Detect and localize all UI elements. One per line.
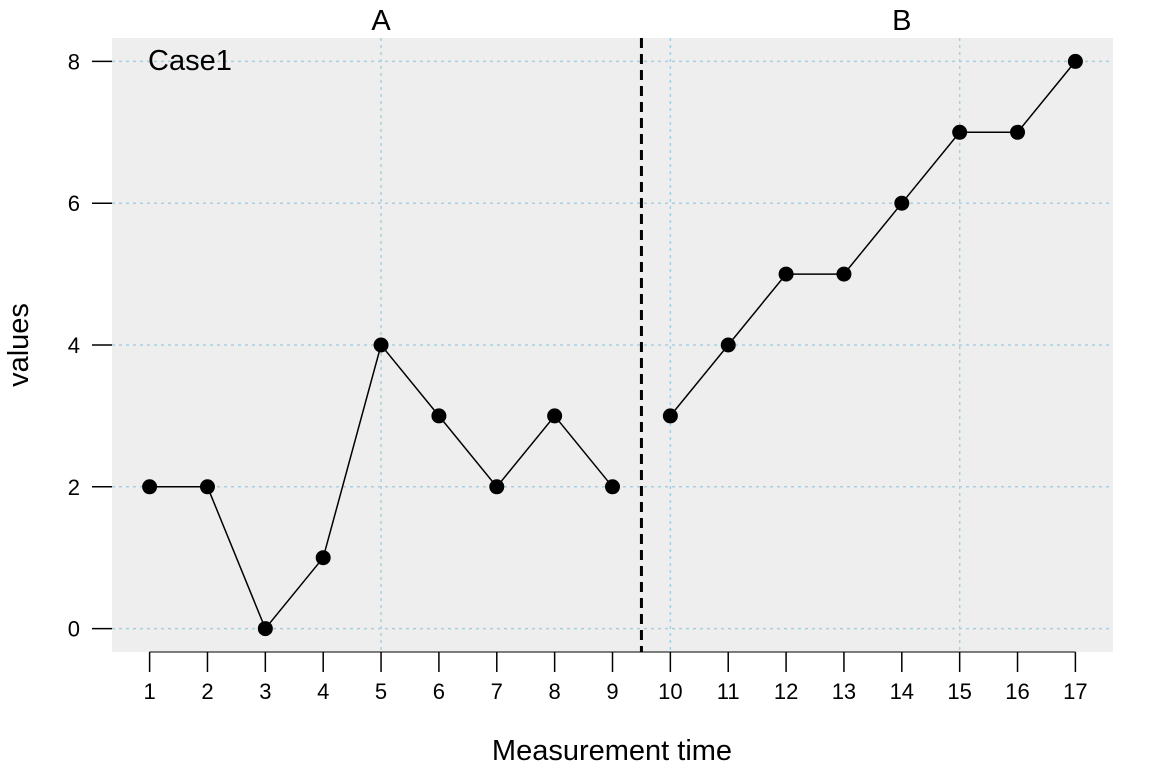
- data-point: [199, 479, 215, 495]
- phase-label: A: [371, 5, 391, 37]
- y-tick-label: 0: [68, 617, 80, 642]
- data-point: [1067, 53, 1083, 69]
- series-line: [669, 60, 1076, 417]
- data-point: [952, 124, 968, 140]
- x-tick-label: 6: [433, 679, 445, 704]
- x-tick-label: 10: [658, 679, 682, 704]
- data-point: [431, 408, 447, 424]
- data-point: [547, 408, 563, 424]
- series: [142, 53, 1083, 637]
- y-axis: 0 2 4 6 8: [68, 49, 112, 642]
- phase-label: B: [892, 5, 911, 37]
- data-point: [257, 621, 273, 637]
- y-tick-label: 2: [68, 475, 80, 500]
- x-tick-label: 15: [947, 679, 971, 704]
- x-tick-label: 11: [717, 679, 740, 704]
- x-tick-label: 14: [890, 679, 914, 704]
- y-axis-title: values: [3, 303, 35, 387]
- x-tick-label: 8: [549, 679, 561, 704]
- data-point: [894, 195, 910, 211]
- data-point: [489, 479, 505, 495]
- y-tick-label: 6: [68, 191, 80, 216]
- data-point: [1010, 124, 1026, 140]
- x-tick-label: 12: [774, 679, 798, 704]
- x-tick-label: 7: [491, 679, 503, 704]
- x-axis-title: Measurement time: [492, 735, 732, 767]
- x-tick-label: 16: [1005, 679, 1029, 704]
- x-tick-label: 13: [832, 679, 856, 704]
- x-axis: 1 2 3 4 5 6 7 8 9 10 11 12 13 14 15 16 17: [143, 651, 1088, 704]
- grid-lines: [112, 38, 1113, 652]
- x-tick-label: 5: [375, 679, 387, 704]
- x-tick-label: 17: [1063, 679, 1087, 704]
- x-tick-label: 1: [143, 679, 155, 704]
- data-point: [720, 337, 736, 353]
- x-tick-label: 9: [606, 679, 618, 704]
- case-label: Case1: [148, 45, 232, 77]
- x-tick-label: 4: [317, 679, 329, 704]
- data-point: [836, 266, 852, 282]
- data-point: [662, 408, 678, 424]
- y-tick-label: 4: [68, 333, 80, 358]
- data-point: [142, 479, 158, 495]
- x-tick-label: 3: [259, 679, 271, 704]
- data-point: [605, 479, 620, 495]
- data-point: [373, 337, 389, 353]
- data-point: [315, 550, 331, 566]
- data-point: [778, 266, 794, 282]
- x-tick-label: 2: [201, 679, 213, 704]
- y-tick-label: 8: [68, 49, 80, 74]
